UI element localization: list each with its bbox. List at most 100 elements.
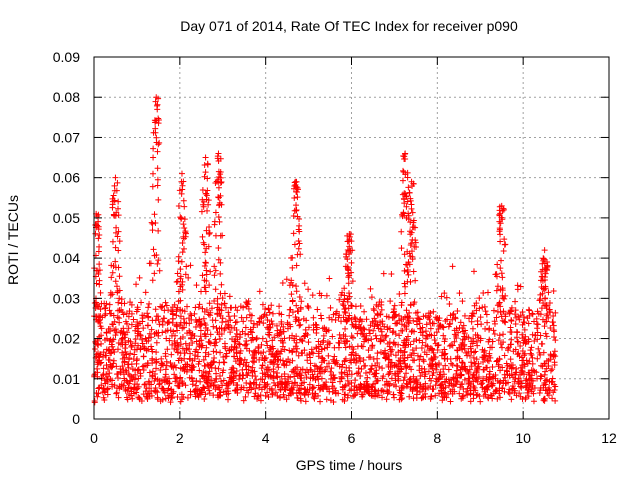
- roti-point: [281, 361, 288, 368]
- roti-point: [473, 338, 480, 345]
- roti-point: [320, 332, 327, 339]
- roti-point: [212, 336, 219, 343]
- roti-point: [150, 170, 157, 177]
- roti-point: [454, 355, 461, 362]
- roti-point: [243, 379, 250, 386]
- roti-point: [154, 165, 161, 172]
- roti-point: [162, 371, 169, 378]
- roti-point: [420, 383, 427, 390]
- roti-point: [168, 394, 175, 401]
- roti-point: [182, 271, 189, 278]
- roti-point: [528, 344, 535, 351]
- roti-point: [162, 350, 169, 357]
- roti-point: [93, 353, 100, 360]
- roti-point: [474, 318, 481, 325]
- roti-point: [414, 387, 421, 394]
- roti-point: [125, 356, 132, 363]
- roti-point: [296, 316, 303, 323]
- roti-point: [278, 373, 285, 380]
- roti-point: [303, 317, 310, 324]
- roti-point: [411, 350, 418, 357]
- roti-point: [189, 378, 196, 385]
- roti-point: [515, 313, 522, 320]
- roti-point: [468, 363, 475, 370]
- roti-point: [377, 326, 384, 333]
- roti-point: [142, 289, 149, 296]
- roti-point: [215, 306, 222, 313]
- roti-point: [226, 293, 233, 300]
- roti-point: [121, 354, 128, 361]
- roti-point: [346, 233, 353, 240]
- roti-point: [202, 372, 209, 379]
- roti-point: [459, 298, 466, 305]
- roti-point: [179, 286, 186, 293]
- roti-point: [519, 368, 526, 375]
- roti-point: [225, 396, 232, 403]
- roti-point: [146, 369, 153, 376]
- roti-point: [198, 387, 205, 394]
- roti-point: [298, 298, 305, 305]
- roti-point: [99, 389, 106, 396]
- roti-point: [93, 280, 100, 287]
- roti-point: [439, 381, 446, 388]
- roti-point: [122, 318, 129, 325]
- roti-point: [241, 356, 248, 363]
- roti-point: [92, 230, 99, 237]
- roti-point: [120, 325, 127, 332]
- roti-point: [466, 375, 473, 382]
- y-tick-label: 0.09: [53, 49, 80, 65]
- roti-point: [240, 318, 247, 325]
- roti-point: [214, 155, 221, 162]
- roti-point: [365, 347, 372, 354]
- roti-point: [403, 307, 410, 314]
- roti-point: [203, 227, 210, 234]
- roti-point: [552, 337, 559, 344]
- roti-point: [327, 375, 334, 382]
- roti-point: [261, 379, 268, 386]
- roti-point: [323, 328, 330, 335]
- roti-point: [348, 386, 355, 393]
- roti-point: [130, 316, 137, 323]
- roti-point: [261, 355, 268, 362]
- roti-point: [398, 365, 405, 372]
- roti-point: [267, 344, 274, 351]
- roti-point: [101, 305, 108, 312]
- roti-point: [490, 327, 497, 334]
- roti-point: [488, 380, 495, 387]
- roti-point: [352, 377, 359, 384]
- roti-point: [179, 325, 186, 332]
- roti-point: [178, 190, 185, 197]
- roti-point: [183, 345, 190, 352]
- roti-point: [215, 150, 222, 157]
- roti-point: [523, 375, 530, 382]
- y-tick-label: 0.03: [53, 290, 80, 306]
- roti-point: [443, 294, 450, 301]
- roti-point: [127, 350, 134, 357]
- roti-point: [256, 356, 263, 363]
- roti-point: [323, 379, 330, 386]
- roti-point: [442, 362, 449, 369]
- roti-point: [195, 304, 202, 311]
- roti-point: [458, 381, 465, 388]
- roti-point: [304, 352, 311, 359]
- roti-point: [434, 347, 441, 354]
- roti-point: [410, 268, 417, 275]
- roti-point: [541, 360, 548, 367]
- roti-point: [128, 342, 135, 349]
- roti-point: [512, 375, 519, 382]
- roti-point: [517, 364, 524, 371]
- roti-point: [149, 227, 156, 234]
- roti-point: [408, 201, 415, 208]
- roti-point: [128, 343, 135, 350]
- roti-point: [414, 352, 421, 359]
- roti-point: [178, 258, 185, 265]
- roti-point: [502, 241, 509, 248]
- roti-point: [475, 334, 482, 341]
- roti-point: [377, 338, 384, 345]
- roti-point: [469, 325, 476, 332]
- roti-point: [474, 364, 481, 371]
- roti-point: [292, 343, 299, 350]
- roti-point: [303, 388, 310, 395]
- roti-point: [303, 374, 310, 381]
- y-tick-label: 0.04: [53, 250, 80, 266]
